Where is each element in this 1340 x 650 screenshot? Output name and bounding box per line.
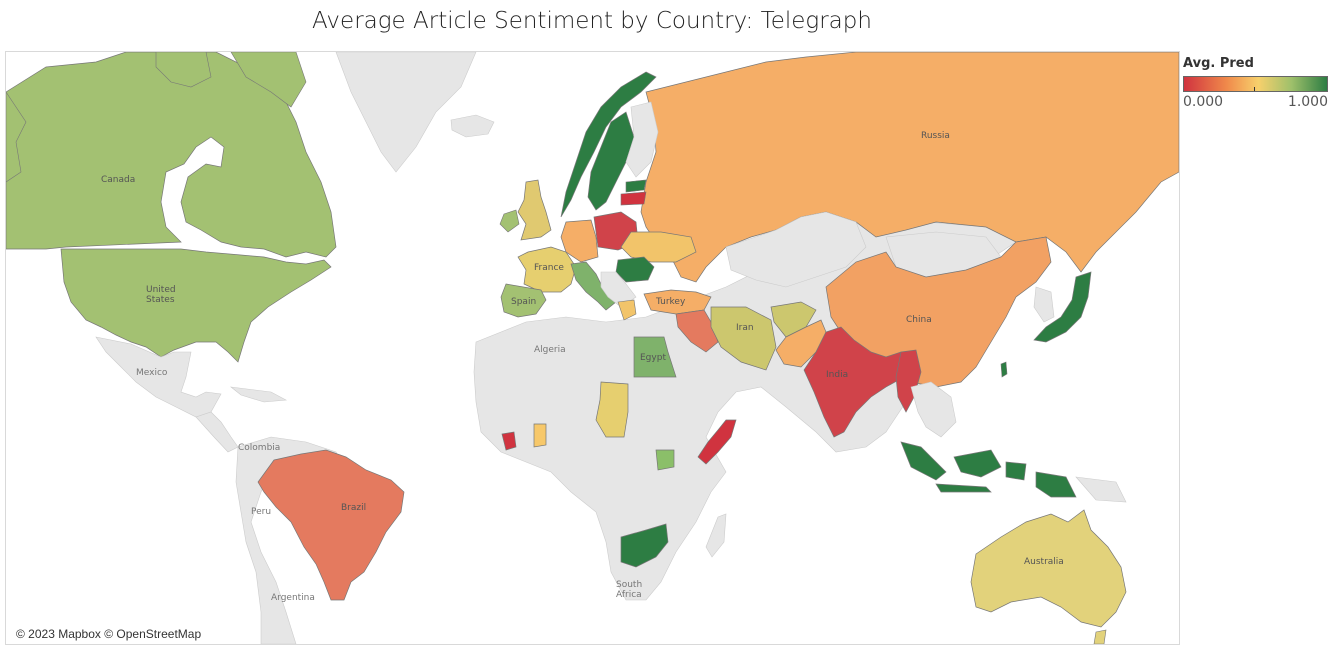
map-label-colombia: Colombia — [238, 443, 280, 453]
chart-title: Average Article Sentiment by Country: Te… — [312, 8, 872, 34]
country-indonesia[interactable] — [900, 441, 947, 481]
country-canada-islands-2[interactable] — [230, 52, 307, 108]
map-label-turkey: Turkey — [655, 297, 686, 307]
country-iceland[interactable] — [450, 114, 495, 138]
country-greece[interactable] — [617, 299, 637, 321]
country-liberia[interactable] — [501, 431, 517, 451]
country-kazakhstan[interactable] — [725, 211, 867, 288]
country-new-zealand[interactable] — [1093, 629, 1107, 644]
country-india[interactable] — [803, 326, 912, 438]
map-label-united-states: United States — [146, 285, 176, 305]
country-united-kingdom[interactable] — [517, 179, 552, 241]
country-egypt[interactable] — [633, 336, 677, 378]
country-ghana[interactable] — [533, 423, 547, 448]
color-legend: Avg. Pred 0.000 1.000 — [1183, 56, 1333, 110]
map-credit[interactable]: © 2023 Mapbox © OpenStreetMap — [12, 626, 206, 642]
country-indonesia-2[interactable] — [953, 449, 1002, 478]
country-australia[interactable] — [970, 509, 1127, 628]
legend-gradient-bar — [1183, 76, 1328, 92]
country-central-america[interactable] — [195, 411, 239, 453]
country-italy[interactable] — [570, 261, 617, 311]
country-latvia[interactable] — [620, 191, 647, 206]
map-label-russia: Russia — [921, 131, 950, 141]
legend-title: Avg. Pred — [1183, 56, 1254, 71]
country-zimbabwe[interactable] — [620, 523, 669, 568]
map-label-australia: Australia — [1024, 557, 1064, 567]
country-france[interactable] — [517, 246, 577, 293]
world-map[interactable]: Canada United States Mexico Colombia Peru… — [5, 51, 1180, 645]
legend-min-label: 0.000 — [1183, 94, 1224, 110]
map-label-peru: Peru — [251, 507, 271, 517]
country-ireland[interactable] — [499, 209, 520, 233]
country-spain[interactable] — [500, 283, 547, 318]
legend-midpoint-tick — [1254, 87, 1255, 91]
map-label-south-africa: South Africa — [616, 580, 642, 600]
map-label-algeria: Algeria — [534, 345, 566, 355]
country-papua[interactable] — [1075, 476, 1127, 503]
country-ukraine[interactable] — [620, 231, 697, 263]
country-taiwan[interactable] — [1000, 361, 1008, 378]
map-label-canada: Canada — [101, 175, 135, 185]
country-germany[interactable] — [560, 219, 599, 263]
country-canada-islands[interactable] — [155, 52, 212, 88]
country-southeast-asia[interactable] — [910, 381, 957, 438]
country-sweden[interactable] — [587, 111, 635, 211]
country-mexico[interactable] — [95, 336, 222, 418]
map-label-spain: Spain — [511, 297, 536, 307]
country-indonesia-4[interactable] — [1035, 471, 1077, 498]
map-label-iran: Iran — [736, 323, 754, 333]
country-japan[interactable] — [1033, 271, 1092, 343]
map-svg[interactable]: Canada United States Mexico Colombia Peru… — [6, 52, 1179, 644]
country-chad[interactable] — [595, 381, 629, 438]
map-label-egypt: Egypt — [640, 353, 666, 363]
country-brazil[interactable] — [257, 449, 405, 601]
country-alaska[interactable] — [6, 91, 27, 183]
map-label-france: France — [534, 263, 564, 273]
country-finland[interactable] — [625, 101, 659, 178]
map-label-china: China — [906, 315, 932, 325]
legend-max-label: 1.000 — [1287, 94, 1328, 110]
country-greenland[interactable] — [335, 52, 477, 173]
country-iran[interactable] — [710, 306, 777, 371]
country-united-states[interactable] — [60, 248, 332, 363]
country-uganda[interactable] — [655, 449, 675, 471]
country-indonesia-5[interactable] — [935, 483, 992, 493]
country-cuba[interactable] — [229, 386, 288, 403]
country-iraq[interactable] — [675, 309, 719, 353]
country-estonia[interactable] — [625, 179, 647, 193]
map-label-brazil: Brazil — [341, 503, 366, 513]
country-somalia[interactable] — [697, 419, 737, 465]
country-indonesia-3[interactable] — [1005, 461, 1027, 481]
country-norway[interactable] — [560, 71, 657, 218]
country-turkey[interactable] — [643, 289, 712, 315]
country-madagascar[interactable] — [705, 513, 727, 558]
country-myanmar[interactable] — [895, 349, 922, 413]
map-label-mexico: Mexico — [136, 368, 168, 378]
map-label-india: India — [826, 370, 848, 380]
country-korea[interactable] — [1033, 286, 1055, 323]
map-label-argentina: Argentina — [271, 593, 315, 603]
